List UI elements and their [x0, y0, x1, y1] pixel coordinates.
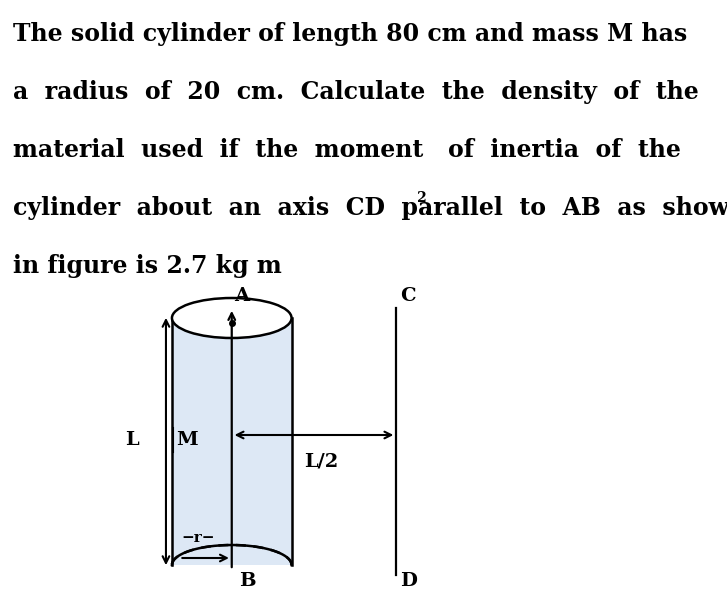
Text: The solid cylinder of length 80 cm and mass M has: The solid cylinder of length 80 cm and m…	[14, 22, 688, 46]
Text: A: A	[234, 287, 249, 305]
Text: cylinder  about  an  axis  CD  parallel  to  AB  as  shown: cylinder about an axis CD parallel to AB…	[14, 196, 727, 220]
Text: D: D	[400, 572, 417, 590]
Polygon shape	[172, 318, 292, 565]
Text: a  radius  of  20  cm.  Calculate  the  density  of  the: a radius of 20 cm. Calculate the density…	[14, 80, 699, 104]
Text: 2: 2	[417, 191, 427, 205]
Text: B: B	[239, 572, 256, 590]
Text: L: L	[124, 431, 138, 449]
Text: −r−: −r−	[181, 531, 215, 545]
Text: .: .	[423, 196, 432, 220]
Text: C: C	[400, 287, 416, 305]
Text: M: M	[177, 431, 198, 449]
Text: in figure is 2.7 kg m: in figure is 2.7 kg m	[14, 254, 282, 278]
Ellipse shape	[172, 298, 292, 338]
Text: material  used  if  the  moment   of  inertia  of  the: material used if the moment of inertia o…	[14, 138, 681, 162]
Text: L/2: L/2	[305, 452, 339, 470]
